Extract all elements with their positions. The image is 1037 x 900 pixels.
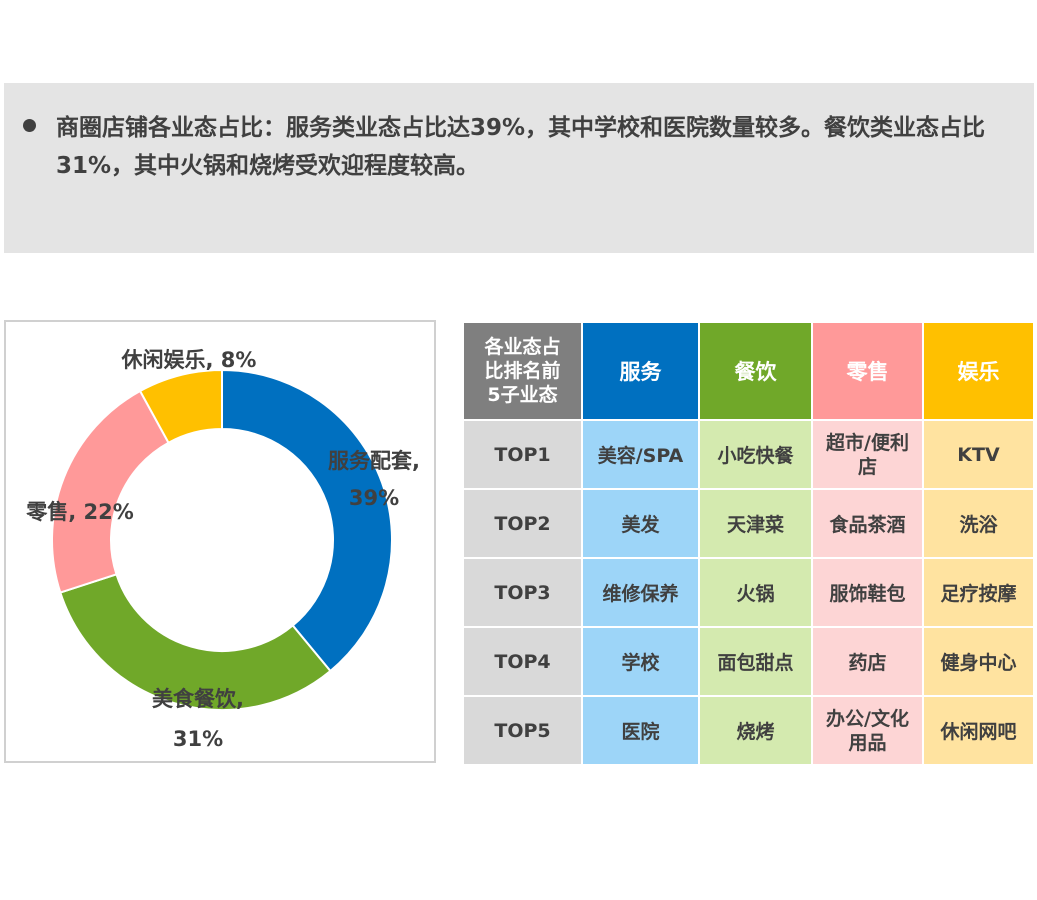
bullet-icon — [23, 119, 36, 132]
table-row: TOP2 美发 天津菜 食品茶酒 洗浴 — [464, 490, 1033, 557]
slice-data-label: 休闲娱乐, 8% — [121, 348, 257, 372]
slice-entertainment — [138, 368, 223, 445]
retail-cell: 食品茶酒 — [813, 490, 922, 557]
table-row: TOP3 维修保养 火锅 服饰鞋包 足疗按摩 — [464, 559, 1033, 626]
table-row: TOP4 学校 面包甜点 药店 健身中心 — [464, 628, 1033, 695]
entertainment-cell: KTV — [924, 421, 1033, 488]
summary-box: 商圈店铺各业态占比：服务类业态占比达39%，其中学校和医院数量较多。餐饮类业态占… — [4, 83, 1034, 253]
slice-data-label: 31% — [173, 727, 223, 751]
rank-cell: TOP4 — [464, 628, 581, 695]
header-label-cell: 各业态占 比排名前 5子业态 — [464, 323, 581, 419]
retail-cell: 药店 — [813, 628, 922, 695]
slice-data-label: 服务配套, — [328, 449, 420, 473]
slice-data-label: 39% — [349, 486, 399, 510]
service-cell: 学校 — [583, 628, 698, 695]
entertainment-cell: 休闲网吧 — [924, 697, 1033, 764]
slice-data-label: 零售, 22% — [25, 500, 134, 524]
rank-cell: TOP5 — [464, 697, 581, 764]
rank-cell: TOP3 — [464, 559, 581, 626]
header-food: 餐饮 — [700, 323, 811, 419]
table-row: TOP5 医院 烧烤 办公/文化用品 休闲网吧 — [464, 697, 1033, 764]
entertainment-cell: 健身中心 — [924, 628, 1033, 695]
service-cell: 美发 — [583, 490, 698, 557]
header-retail: 零售 — [813, 323, 922, 419]
slice-data-label: 美食餐饮, — [152, 687, 244, 711]
entertainment-cell: 洗浴 — [924, 490, 1033, 557]
retail-cell: 超市/便利店 — [813, 421, 922, 488]
donut-chart: 服务配套, 39% 美食餐饮, 31% 零售, 22% 休闲娱乐, 8% — [25, 348, 420, 751]
retail-cell-text: 超市/便利店 — [826, 431, 909, 478]
service-cell: 维修保养 — [583, 559, 698, 626]
ranking-table: 各业态占 比排名前 5子业态 服务 餐饮 零售 娱乐 TOP1 美容/SPA 小… — [462, 321, 1035, 766]
retail-cell-text: 办公/文化用品 — [826, 707, 909, 754]
table-row: TOP1 美容/SPA 小吃快餐 超市/便利店 KTV — [464, 421, 1033, 488]
header-service: 服务 — [583, 323, 698, 419]
food-cell: 烧烤 — [700, 697, 811, 764]
header-label-line: 各业态占 — [484, 336, 561, 358]
summary-text: 商圈店铺各业态占比：服务类业态占比达39%，其中学校和医院数量较多。餐饮类业态占… — [56, 115, 986, 179]
header-label-line: 5子业态 — [487, 384, 558, 406]
slice-food — [59, 573, 332, 711]
table-header-row: 各业态占 比排名前 5子业态 服务 餐饮 零售 娱乐 — [464, 323, 1033, 419]
slice-retail — [51, 389, 170, 594]
service-cell: 美容/SPA — [583, 421, 698, 488]
slice-service — [221, 368, 393, 673]
food-cell: 天津菜 — [700, 490, 811, 557]
food-cell: 面包甜点 — [700, 628, 811, 695]
food-cell: 小吃快餐 — [700, 421, 811, 488]
rank-cell: TOP1 — [464, 421, 581, 488]
entertainment-cell: 足疗按摩 — [924, 559, 1033, 626]
donut-chart-panel: 服务配套, 39% 美食餐饮, 31% 零售, 22% 休闲娱乐, 8% — [4, 320, 436, 763]
retail-cell: 办公/文化用品 — [813, 697, 922, 764]
food-cell: 火锅 — [700, 559, 811, 626]
retail-cell: 服饰鞋包 — [813, 559, 922, 626]
rank-cell: TOP2 — [464, 490, 581, 557]
header-entertainment: 娱乐 — [924, 323, 1033, 419]
header-label-line: 比排名前 — [484, 360, 561, 382]
service-cell: 医院 — [583, 697, 698, 764]
